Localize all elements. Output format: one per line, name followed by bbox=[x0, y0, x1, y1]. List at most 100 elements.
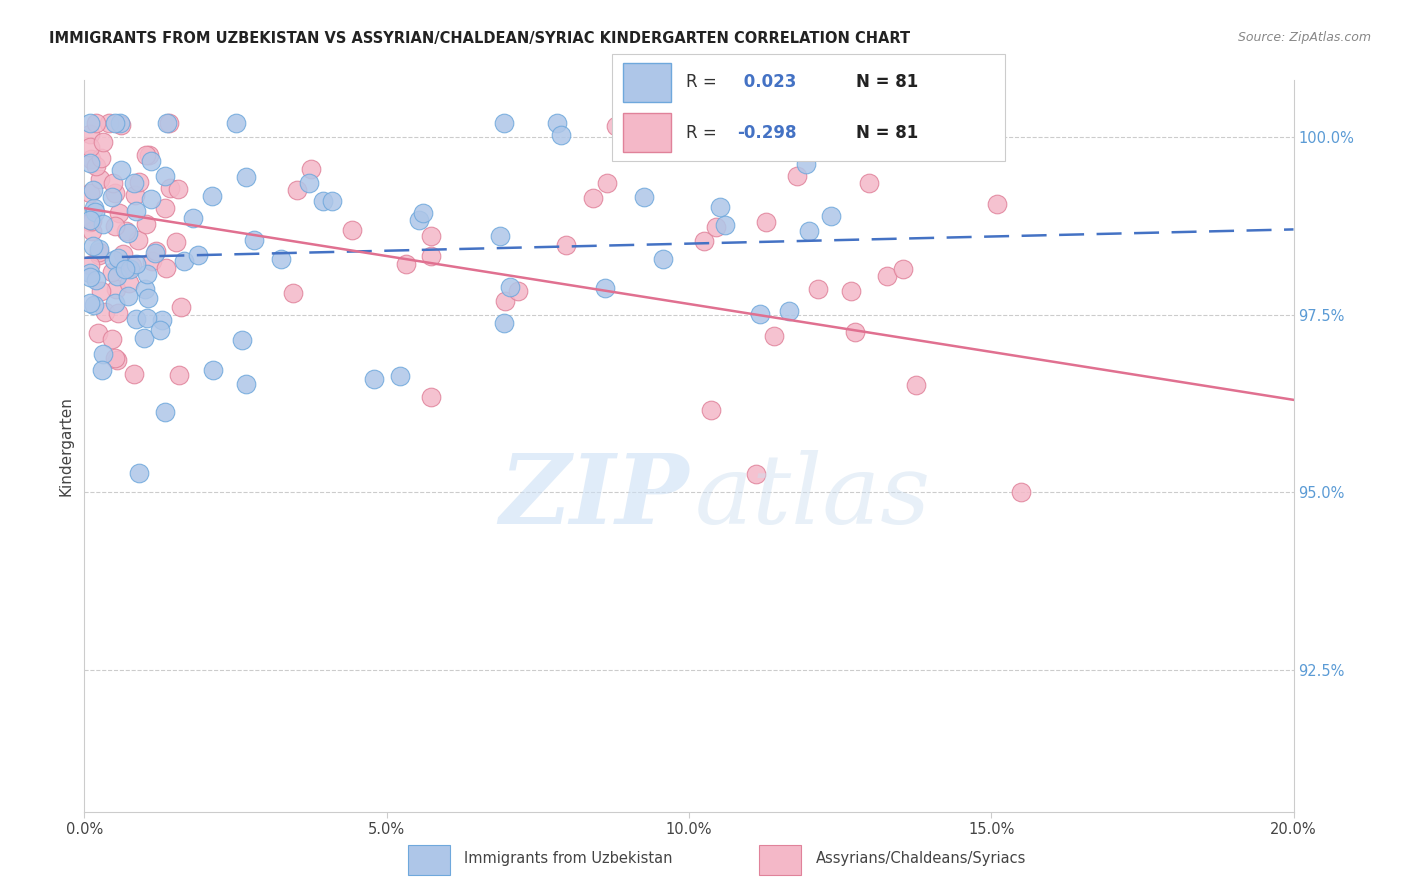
Point bbox=[1011, 485, 1033, 500]
Point bbox=[79, 116, 101, 130]
Point bbox=[806, 282, 828, 296]
Point bbox=[749, 306, 772, 320]
Point bbox=[420, 390, 443, 404]
Point bbox=[79, 267, 101, 281]
Point bbox=[90, 152, 112, 166]
Text: R =: R = bbox=[686, 124, 723, 142]
Point bbox=[554, 238, 576, 252]
Point bbox=[122, 176, 145, 190]
Point bbox=[506, 284, 529, 298]
Text: N = 81: N = 81 bbox=[856, 73, 918, 91]
Point bbox=[136, 291, 159, 305]
Point bbox=[165, 235, 187, 249]
Point bbox=[820, 209, 842, 223]
Point bbox=[143, 246, 166, 260]
Point bbox=[388, 368, 411, 383]
Point bbox=[107, 252, 129, 266]
Point bbox=[187, 248, 209, 262]
Point bbox=[124, 257, 146, 271]
FancyBboxPatch shape bbox=[759, 845, 801, 874]
Point bbox=[82, 183, 104, 197]
Point bbox=[86, 272, 108, 286]
Point bbox=[83, 202, 105, 216]
Point bbox=[87, 242, 110, 256]
Point bbox=[170, 301, 193, 315]
Point bbox=[141, 153, 163, 168]
Point bbox=[593, 281, 616, 295]
Point bbox=[80, 152, 103, 166]
Point bbox=[138, 148, 160, 162]
Point bbox=[107, 306, 129, 320]
Point bbox=[596, 176, 619, 190]
Point bbox=[82, 239, 104, 253]
Point bbox=[79, 127, 101, 141]
Point bbox=[494, 294, 516, 309]
Point bbox=[86, 116, 108, 130]
Point bbox=[122, 367, 145, 381]
Text: ZIP: ZIP bbox=[499, 450, 689, 544]
Point bbox=[124, 187, 146, 202]
Point bbox=[118, 262, 141, 277]
Point bbox=[117, 226, 139, 240]
Point bbox=[135, 147, 157, 161]
Text: atlas: atlas bbox=[695, 450, 931, 544]
Text: Source: ZipAtlas.com: Source: ZipAtlas.com bbox=[1237, 31, 1371, 45]
Point bbox=[90, 284, 112, 298]
Point bbox=[693, 234, 716, 248]
Point bbox=[652, 252, 675, 267]
Point bbox=[412, 206, 434, 220]
Point bbox=[79, 258, 101, 272]
Point bbox=[876, 268, 898, 283]
Point bbox=[125, 312, 148, 326]
Point bbox=[104, 116, 127, 130]
Point bbox=[285, 183, 308, 197]
Point bbox=[94, 305, 117, 319]
Point bbox=[134, 331, 156, 345]
Text: Assyrians/Chaldeans/Syriacs: Assyrians/Chaldeans/Syriacs bbox=[815, 851, 1026, 866]
Point bbox=[201, 188, 224, 202]
Point bbox=[270, 252, 292, 267]
Point bbox=[340, 223, 363, 237]
Point bbox=[156, 116, 179, 130]
Point bbox=[167, 368, 190, 382]
Point bbox=[494, 316, 516, 330]
Point bbox=[104, 219, 127, 233]
Point bbox=[149, 323, 172, 337]
Point bbox=[121, 259, 143, 273]
Point bbox=[494, 116, 516, 130]
Point bbox=[231, 334, 253, 348]
Point bbox=[155, 260, 177, 275]
Point bbox=[704, 219, 727, 234]
Point bbox=[128, 467, 150, 481]
Point bbox=[104, 296, 127, 310]
Point bbox=[79, 215, 101, 229]
Point bbox=[283, 285, 305, 300]
Point bbox=[794, 157, 817, 171]
Text: 0.023: 0.023 bbox=[738, 73, 796, 91]
Point bbox=[134, 282, 156, 296]
FancyBboxPatch shape bbox=[612, 54, 1005, 161]
FancyBboxPatch shape bbox=[408, 845, 450, 874]
Point bbox=[153, 405, 176, 419]
Point bbox=[82, 224, 104, 238]
Point bbox=[167, 182, 190, 196]
Point bbox=[321, 194, 343, 208]
Point bbox=[98, 116, 121, 130]
Point bbox=[114, 224, 136, 238]
Point bbox=[110, 162, 132, 177]
Point bbox=[844, 325, 866, 339]
Point bbox=[235, 170, 257, 185]
Point bbox=[79, 186, 101, 201]
Point bbox=[79, 270, 101, 285]
Point bbox=[745, 467, 768, 482]
Point bbox=[159, 181, 181, 195]
Point bbox=[87, 247, 110, 261]
Point bbox=[79, 295, 101, 310]
Point bbox=[235, 377, 257, 392]
Point bbox=[173, 253, 195, 268]
Text: Immigrants from Uzbekistan: Immigrants from Uzbekistan bbox=[464, 851, 672, 866]
Point bbox=[101, 190, 124, 204]
Point bbox=[893, 261, 915, 276]
Point bbox=[755, 215, 778, 229]
Point bbox=[108, 206, 131, 220]
